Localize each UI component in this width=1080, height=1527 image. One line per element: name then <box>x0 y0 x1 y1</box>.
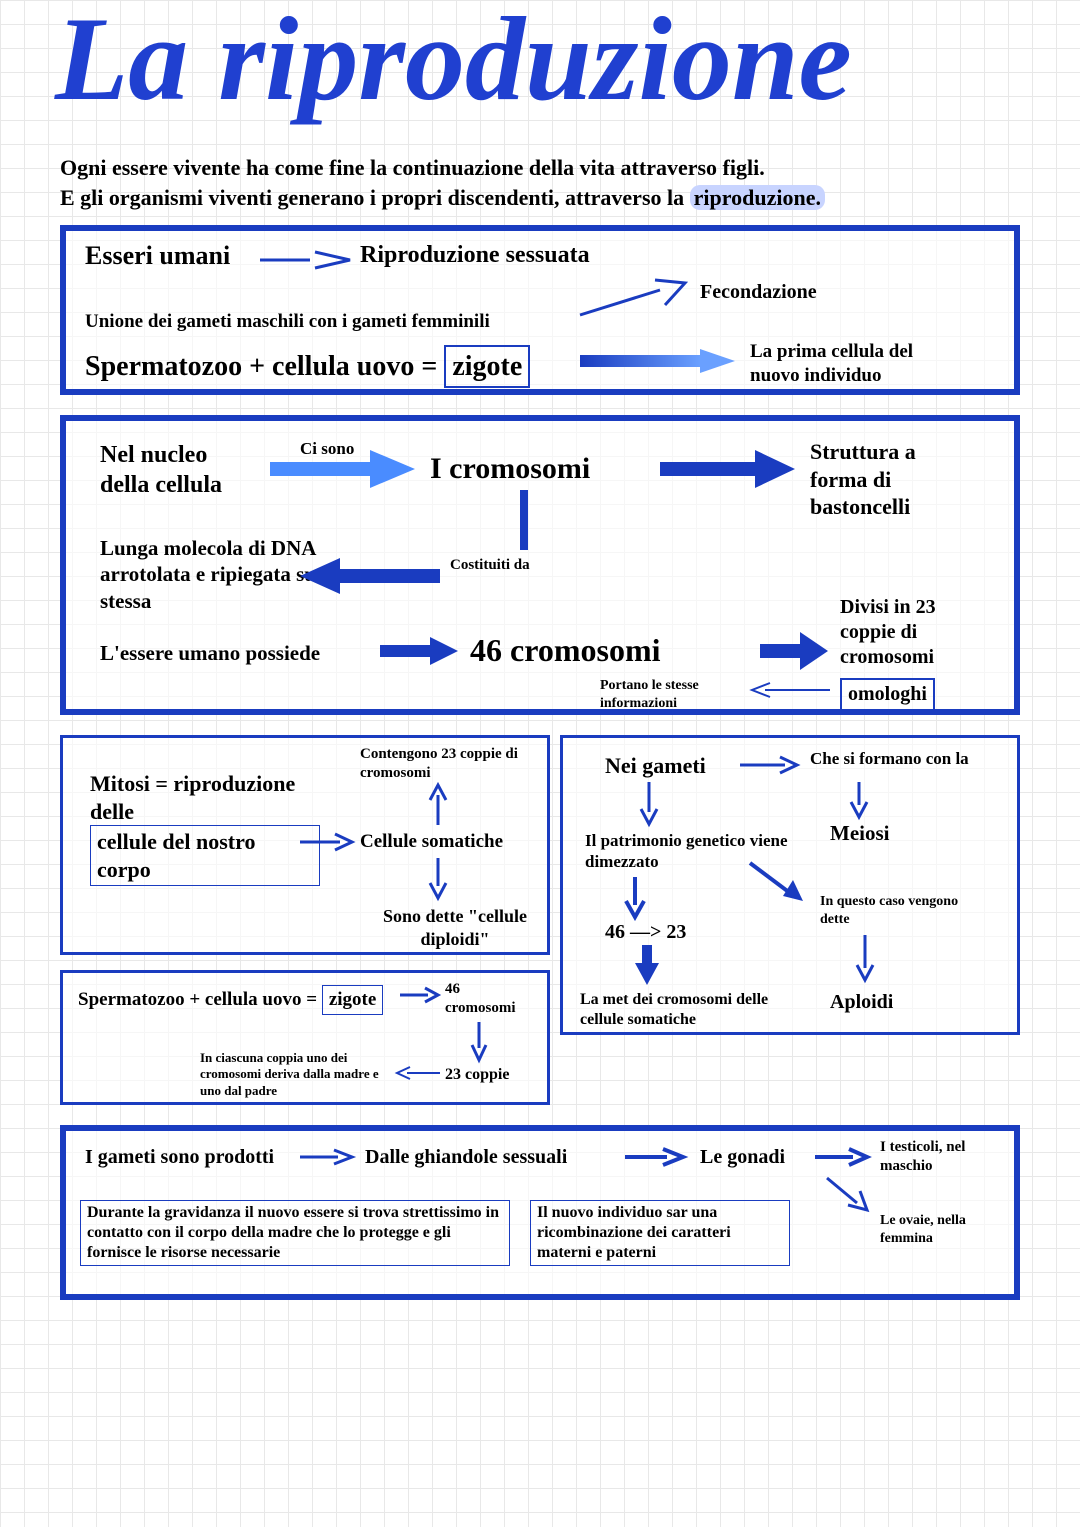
label-omologhi: omologhi <box>840 678 935 711</box>
label-esseri-umani: Esseri umani <box>85 240 230 273</box>
arrow-icon <box>260 250 350 270</box>
label-46-23: 46 —> 23 <box>605 920 686 945</box>
label-durante: Durante la gravidanza il nuovo essere si… <box>80 1200 510 1266</box>
label-divisi: Divisi in 23 coppie di cromosomi <box>840 595 990 670</box>
label-46-cromosomi: 46 cromosomi <box>470 630 660 670</box>
label-46-crom: 46 cromosomi <box>445 980 525 1018</box>
arrow-icon <box>380 635 460 665</box>
arrow-icon <box>740 755 800 775</box>
label-che-si-formano: Che si formano con la <box>810 748 990 769</box>
arrow-icon <box>745 858 805 903</box>
arrow-icon <box>428 785 448 825</box>
label-cellule-somatiche: Cellule somatiche <box>360 830 503 854</box>
label-in-ciascuna: In ciascuna coppia uno dei cromosomi der… <box>200 1050 390 1099</box>
arrow-icon <box>270 450 420 486</box>
label-dalle-ghiandole: Dalle ghiandole sessuali <box>365 1145 567 1170</box>
arrow-icon <box>855 935 875 980</box>
label-gameti-prodotti: I gameti sono prodotti <box>85 1145 274 1170</box>
arrow-icon <box>625 1148 685 1166</box>
label-ovaie: Le ovaie, nella femmina <box>880 1212 1000 1247</box>
label-aploidi: Aploidi <box>830 990 893 1015</box>
label-23-coppie: 23 coppie <box>445 1065 509 1085</box>
arrow-icon <box>520 490 530 550</box>
label-la-meta: La met dei cromosomi delle cellule somat… <box>580 990 790 1030</box>
arrow-icon <box>300 558 440 594</box>
arrow-icon <box>400 987 440 1003</box>
arrow-icon <box>815 1148 870 1166</box>
arrow-icon <box>300 1148 355 1166</box>
arrow-icon <box>395 1065 440 1081</box>
equation-zigote: Spermatozoo + cellula uovo = zigote <box>85 345 530 388</box>
arrow-icon <box>300 832 355 852</box>
arrow-icon <box>428 858 448 898</box>
equation-zigote-2: Spermatozoo + cellula uovo = zigote <box>78 985 383 1015</box>
arrow-icon <box>660 450 800 486</box>
label-costituiti: Costituiti da <box>450 556 530 575</box>
page-title: La riproduzione <box>55 0 852 128</box>
label-nei-gameti: Nei gameti <box>605 752 706 780</box>
arrow-icon <box>750 680 830 700</box>
label-meiosi: Meiosi <box>830 820 889 846</box>
arrow-icon <box>639 782 659 824</box>
label-portano: Portano le stesse informazioni <box>600 677 750 712</box>
arrow-icon <box>625 877 645 917</box>
label-nuovo-individuo: Il nuovo individuo sar una ricombinazion… <box>530 1200 790 1266</box>
arrow-icon <box>760 632 830 668</box>
arrow-icon <box>635 945 659 985</box>
label-prima-cellula: La prima cellula del nuovo individuo <box>750 340 950 388</box>
label-ripro-sessuata: Riproduzione sessuata <box>360 240 590 270</box>
label-unione-gameti: Unione dei gameti maschili con i gameti … <box>85 310 490 334</box>
label-essere-possiede: L'essere umano possiede <box>100 640 320 666</box>
arrow-icon <box>849 782 869 817</box>
label-sono-dette: Sono dette "cellule diploidi" <box>370 905 540 950</box>
label-testicoli: I testicoli, nel maschio <box>880 1138 1005 1176</box>
label-le-gonadi: Le gonadi <box>700 1145 785 1170</box>
arrow-icon <box>580 280 690 320</box>
label-nel-nucleo: Nel nucleo della cellula <box>100 440 260 500</box>
subtitle-line2: E gli organismi viventi generano i propr… <box>60 185 825 211</box>
label-in-questo: In questo caso vengono dette <box>820 893 980 928</box>
label-struttura: Struttura a forma di bastoncelli <box>810 438 970 521</box>
arrow-icon <box>822 1173 872 1213</box>
label-fecondazione: Fecondazione <box>700 280 817 305</box>
subtitle-line1: Ogni essere vivente ha come fine la cont… <box>60 155 765 181</box>
arrow-icon <box>580 345 740 375</box>
label-cromosomi: I cromosomi <box>430 450 590 488</box>
label-mitosi: Mitosi = riproduzione delle cellule del … <box>90 770 320 886</box>
arrow-icon <box>470 1022 488 1060</box>
label-contengono: Contengono 23 coppie di cromosomi <box>360 745 530 783</box>
